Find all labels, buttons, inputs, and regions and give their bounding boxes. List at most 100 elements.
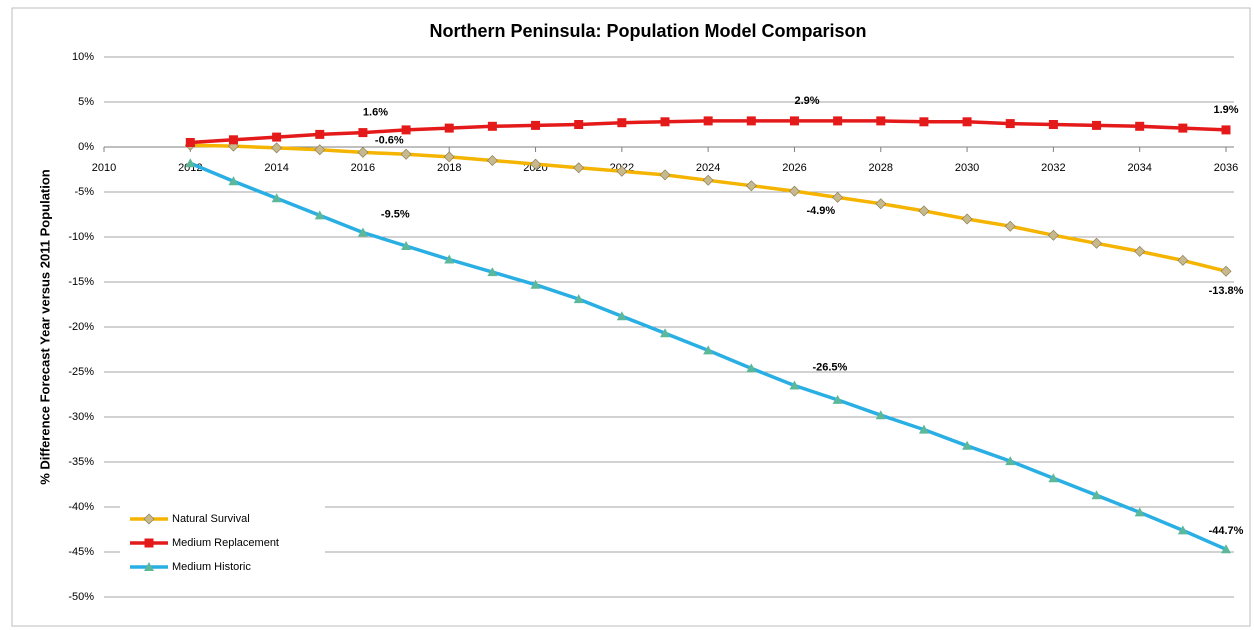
data-label: 1.9% xyxy=(1213,104,1238,116)
y-tick-label: -50% xyxy=(68,591,94,603)
marker xyxy=(1221,125,1231,135)
marker xyxy=(616,311,627,321)
marker xyxy=(315,129,325,139)
marker xyxy=(617,118,627,128)
marker xyxy=(530,279,541,289)
marker xyxy=(876,116,886,126)
marker xyxy=(1221,544,1231,554)
marker xyxy=(185,138,195,147)
x-tick-label: 2036 xyxy=(1214,162,1238,174)
x-tick-label: 2026 xyxy=(782,162,806,174)
legend: Natural Survival Medium Replacement Medium… xyxy=(120,505,325,583)
marker xyxy=(832,394,843,404)
marker xyxy=(1047,229,1059,241)
marker xyxy=(875,410,886,420)
data-label: -9.5% xyxy=(381,208,410,220)
x-tick-label: 2016 xyxy=(351,162,375,174)
x-tick-label: 2014 xyxy=(264,162,288,174)
marker xyxy=(400,148,412,160)
marker xyxy=(1091,237,1103,249)
marker xyxy=(1091,490,1102,500)
marker xyxy=(314,210,325,220)
marker xyxy=(919,117,929,127)
data-label: -44.7% xyxy=(1209,525,1244,537)
grid: 10% 5% 0% -5% -10% -15% -20% -25% -30% -35% -40% -4… xyxy=(68,51,1238,603)
y-tick-label: 5% xyxy=(78,96,94,108)
data-label: -4.9% xyxy=(806,205,835,217)
marker xyxy=(1048,473,1059,483)
marker xyxy=(358,128,368,138)
marker xyxy=(1178,123,1188,133)
x-tick-label: 2028 xyxy=(869,162,893,174)
marker xyxy=(357,146,369,158)
marker xyxy=(1177,525,1188,535)
data-label: 2.9% xyxy=(794,95,819,107)
marker xyxy=(789,116,799,126)
marker xyxy=(832,191,844,203)
marker xyxy=(444,254,455,264)
marker xyxy=(228,135,238,145)
marker xyxy=(1048,120,1058,129)
plot: -0.6% -4.9% -13.8% 1.6% 2.9% 1.9% -9.5% -26.5% -… xyxy=(184,95,1244,554)
marker xyxy=(185,158,196,168)
y-tick-label: -40% xyxy=(68,501,94,513)
marker xyxy=(660,117,670,127)
marker xyxy=(573,294,584,304)
y-axis-title: % Difference Forecast Year versus 2011 P… xyxy=(37,169,52,485)
marker xyxy=(746,116,756,126)
x-tick-label: 2018 xyxy=(437,162,461,174)
marker xyxy=(314,144,326,156)
marker xyxy=(443,151,455,163)
y-tick-label: -5% xyxy=(74,186,94,198)
marker xyxy=(1092,120,1102,130)
marker xyxy=(401,241,412,250)
marker xyxy=(401,125,411,135)
marker xyxy=(531,120,541,130)
legend-marker xyxy=(144,562,154,571)
marker xyxy=(486,155,498,166)
data-label: -26.5% xyxy=(812,361,847,373)
legend-label: Medium Historic xyxy=(172,561,251,573)
marker xyxy=(745,180,757,192)
marker xyxy=(1220,265,1232,277)
marker xyxy=(271,142,283,154)
y-tick-label: -15% xyxy=(68,276,94,288)
y-tick-label: 0% xyxy=(78,141,94,153)
chart-title: Northern Peninsula: Population Model Com… xyxy=(429,21,866,41)
marker xyxy=(1134,245,1146,257)
marker xyxy=(962,440,973,450)
marker xyxy=(918,424,929,434)
marker xyxy=(788,185,800,197)
marker xyxy=(833,116,843,126)
marker xyxy=(444,123,454,133)
x-tick-label: 2030 xyxy=(955,162,979,174)
x-tick-label: 2024 xyxy=(696,162,720,174)
marker xyxy=(703,116,713,126)
marker xyxy=(918,205,930,217)
marker xyxy=(357,227,368,237)
x-tick-label: 2032 xyxy=(1041,162,1065,174)
legend-label: Natural Survival xyxy=(172,513,250,525)
marker xyxy=(1135,121,1145,131)
marker xyxy=(487,121,497,131)
marker xyxy=(1005,456,1016,466)
marker xyxy=(659,169,671,181)
marker xyxy=(271,193,282,203)
marker xyxy=(616,165,628,177)
y-tick-label: -25% xyxy=(68,366,94,378)
marker xyxy=(1005,119,1015,129)
y-tick-label: -45% xyxy=(68,546,94,558)
y-tick-label: -35% xyxy=(68,456,94,468)
y-tick-label: -10% xyxy=(68,231,94,243)
data-label: -13.8% xyxy=(1209,285,1244,297)
marker xyxy=(660,328,670,338)
marker xyxy=(272,132,282,142)
marker xyxy=(573,162,585,174)
marker xyxy=(961,213,973,225)
legend-marker xyxy=(143,513,155,525)
marker xyxy=(875,198,887,210)
marker xyxy=(574,120,584,129)
y-tick-label: 10% xyxy=(72,51,94,63)
data-label: -0.6% xyxy=(375,134,404,146)
